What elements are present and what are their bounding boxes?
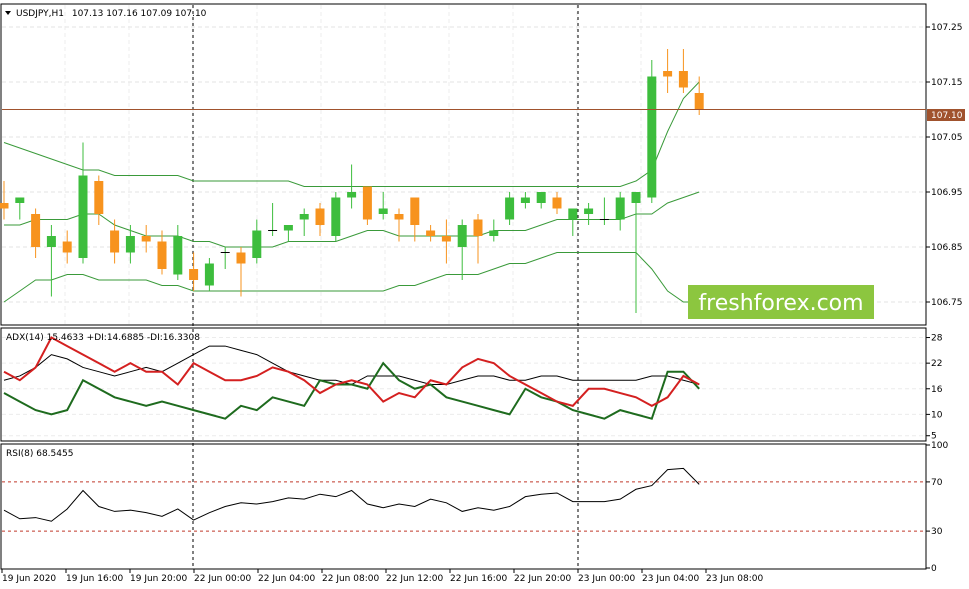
y-tick-main-0: 107.25 <box>931 23 963 33</box>
x-axis-labels: 19 Jun 2020 19 Jun 16:00 19 Jun 20:00 22 Ju… <box>1 569 763 584</box>
candle-18 <box>283 225 293 242</box>
x-tick-1: 19 Jun 16:00 <box>66 574 123 584</box>
candle-33 <box>520 192 530 209</box>
y-tick-rsi-2: 30 <box>931 527 943 537</box>
candle-22 <box>347 164 357 209</box>
candle-3 <box>46 225 56 297</box>
candle-12 <box>189 252 199 291</box>
candle-28 <box>441 219 451 264</box>
svg-text:USDJPY,H1 107.13 107.16: USDJPY,H1 107.13 107.16 107.09 107.10 <box>16 9 207 19</box>
candle-27 <box>426 225 436 242</box>
main-panel-frame <box>0 3 927 326</box>
candle-17 <box>268 203 278 236</box>
candle-10 <box>157 230 167 275</box>
candle-34 <box>536 192 546 209</box>
candle-2 <box>31 208 41 258</box>
rsi-series-0 <box>3 467 700 522</box>
candle-32 <box>505 192 515 225</box>
candle-24 <box>378 192 388 220</box>
candle-20 <box>315 203 325 236</box>
x-tick-8: 22 Jun 20:00 <box>514 574 571 584</box>
candle-7 <box>110 219 120 264</box>
x-tick-0: 19 Jun 2020 <box>2 574 56 584</box>
candle-42 <box>663 49 673 93</box>
y-tick-main-1: 107.15 <box>931 78 963 88</box>
y-tick-rsi-1: 70 <box>931 478 943 488</box>
x-tick-3: 22 Jun 00:00 <box>194 574 251 584</box>
candle-16 <box>252 219 262 264</box>
candle-36 <box>568 208 578 236</box>
rsi-header: RSI(8) 68.5455 <box>6 449 73 459</box>
candle-9 <box>141 225 151 253</box>
rsi-panel-frame <box>0 443 927 570</box>
adx-header: ADX(14) 15.4633 +DI:14.6885 -DI:16.3308 <box>6 333 200 343</box>
x-tick-7: 22 Jun 16:00 <box>450 574 507 584</box>
candle-11 <box>173 225 183 280</box>
y-tick-adx-4: 5 <box>931 432 937 442</box>
watermark-text: freshforex.com <box>698 291 863 316</box>
x-tick-10: 23 Jun 04:00 <box>642 574 699 584</box>
candle-30 <box>473 214 483 264</box>
candle-0 <box>0 181 9 220</box>
candle-23 <box>362 186 372 225</box>
candle-13 <box>204 258 214 291</box>
x-tick-11: 23 Jun 08:00 <box>706 574 763 584</box>
candle-15 <box>236 247 246 297</box>
day-separators <box>192 5 579 568</box>
watermark-badge: freshforex.com <box>688 285 874 319</box>
candle-19 <box>299 208 309 236</box>
y-tick-adx-0: 28 <box>931 334 943 344</box>
y-tick-adx-1: 22 <box>931 359 942 369</box>
y-tick-rsi-3: 0 <box>931 564 937 574</box>
rsi-levels <box>2 481 926 532</box>
y-tick-main-4: 106.85 <box>931 243 963 253</box>
candle-14 <box>220 247 230 269</box>
adx-series-1 <box>3 361 700 420</box>
candle-44 <box>694 76 704 115</box>
bollinger-middle <box>4 191 700 248</box>
candle-39 <box>615 192 625 231</box>
x-tick-4: 22 Jun 04:00 <box>258 574 315 584</box>
candle-4 <box>62 230 72 264</box>
current-price-badge: 107.10 <box>927 109 965 121</box>
chart-header[interactable]: USDJPY,H1 107.13 107.16 107.09 107.10 <box>5 9 207 19</box>
candle-26 <box>410 197 420 242</box>
y-tick-main-2: 107.05 <box>931 133 963 143</box>
candle-37 <box>584 203 594 225</box>
candle-1 <box>15 197 25 220</box>
candle-38 <box>599 197 609 225</box>
candle-29 <box>457 219 467 280</box>
ohlc-label: 107.13 107.16 107.09 107.10 <box>72 9 207 19</box>
candle-5 <box>78 142 88 264</box>
y-tick-main-3: 106.95 <box>931 188 963 198</box>
rsi-line <box>3 467 700 522</box>
x-tick-5: 22 Jun 08:00 <box>322 574 379 584</box>
x-tick-9: 23 Jun 00:00 <box>578 574 635 584</box>
candle-21 <box>331 192 341 242</box>
y-tick-adx-2: 16 <box>931 385 943 395</box>
y-tick-adx-3: 10 <box>931 410 943 420</box>
y-axis-labels: 107.25 107.15 107.05 106.95 106.85 106.75 28 22… <box>926 23 963 574</box>
candle-31 <box>489 219 499 242</box>
candle-41 <box>647 60 657 203</box>
current-price-text: 107.10 <box>931 111 963 121</box>
adx-panel-frame <box>0 327 927 442</box>
bollinger-lower <box>3 252 700 303</box>
candle-25 <box>394 208 404 242</box>
candle-35 <box>552 192 562 214</box>
candle-8 <box>125 225 135 264</box>
x-tick-6: 22 Jun 12:00 <box>386 574 443 584</box>
candle-40 <box>631 192 641 313</box>
y-tick-main-5: 106.75 <box>931 298 963 308</box>
y-tick-rsi-0: 100 <box>931 441 948 451</box>
adx-lines <box>3 336 700 420</box>
adx-series-2 <box>3 336 700 407</box>
triangle-down-icon[interactable] <box>5 11 11 15</box>
x-tick-2: 19 Jun 20:00 <box>130 574 187 584</box>
candle-43 <box>678 49 688 93</box>
candles <box>0 49 704 313</box>
candle-6 <box>94 175 104 225</box>
symbol-label: USDJPY,H1 <box>16 9 64 19</box>
